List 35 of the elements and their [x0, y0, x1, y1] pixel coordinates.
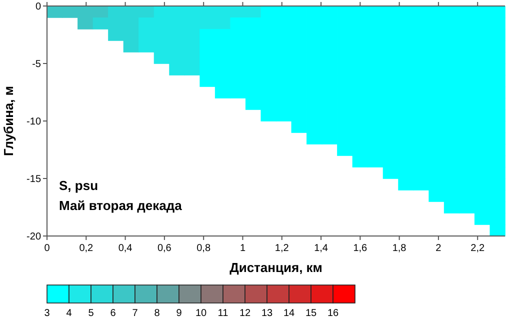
- x-tick-label: 0,2: [79, 243, 94, 254]
- x-tick-label: 2: [436, 243, 442, 254]
- color-bar-label: 3: [44, 308, 50, 319]
- color-bar-label: 16: [327, 308, 339, 319]
- y-tick-label: -20: [26, 232, 42, 242]
- color-bar-label: 11: [218, 308, 229, 319]
- color-bar-label: 4: [66, 308, 72, 319]
- y-tick-label: -10: [26, 116, 42, 128]
- annotation: S, psu: [59, 178, 98, 193]
- color-bar-label: 6: [110, 308, 116, 319]
- x-tick-label: 2,2: [470, 243, 485, 254]
- color-bar-label: 10: [195, 308, 207, 319]
- color-bar-label: 7: [132, 308, 138, 319]
- x-tick-label: 0,6: [157, 243, 172, 254]
- x-tick-label: 1,4: [314, 243, 328, 254]
- x-tick-label: 0,8: [196, 243, 211, 254]
- x-tick-label: 0,4: [118, 243, 133, 254]
- color-bar-label: 12: [239, 308, 251, 319]
- y-tick-label: -15: [26, 174, 42, 185]
- x-tick-label: 1: [240, 243, 246, 254]
- x-tick-label: 0: [44, 243, 50, 254]
- x-tick-label: 1,2: [274, 243, 290, 254]
- color-bar-label: 5: [88, 308, 94, 319]
- color-bar-label: 13: [261, 308, 273, 319]
- x-tick-label: 1,8: [392, 243, 407, 254]
- color-bar-label: 14: [283, 308, 295, 319]
- y-tick-label: 0: [35, 2, 42, 12]
- color-bar-label: 8: [154, 308, 160, 319]
- annotation: Май вторая декада: [59, 198, 183, 213]
- y-tick-label: -5: [32, 59, 42, 70]
- y-axis-title: Глубина, м: [1, 86, 16, 156]
- color-bar-label: 15: [305, 308, 317, 319]
- x-axis-title: Дистанция, км: [230, 260, 322, 275]
- color-bar-label: 9: [176, 308, 182, 319]
- x-tick-label: 1,6: [353, 243, 368, 254]
